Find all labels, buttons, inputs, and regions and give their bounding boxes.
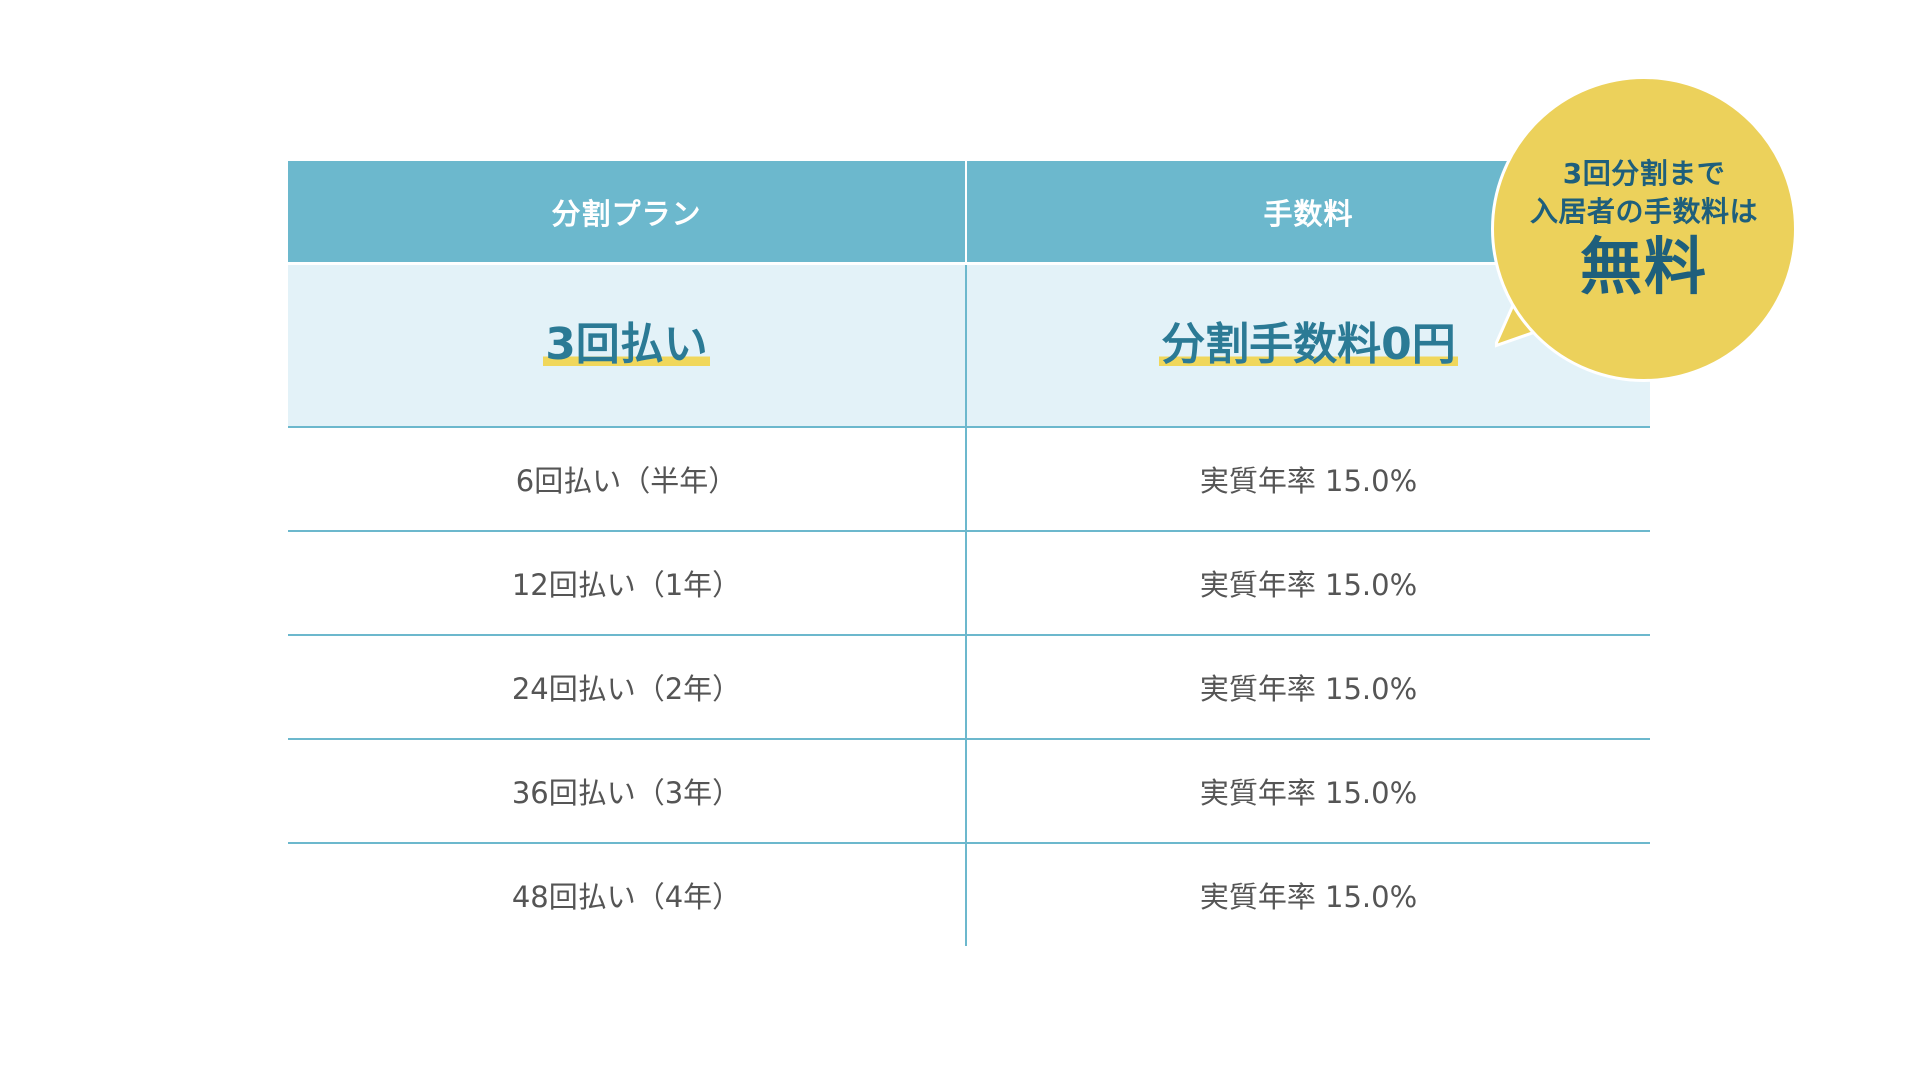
table-row: 6回払い（半年） 実質年率 15.0% bbox=[288, 428, 1650, 532]
table-row: 24回払い（2年） 実質年率 15.0% bbox=[288, 636, 1650, 740]
featured-plan-label: 3回払い bbox=[543, 319, 710, 371]
callout-line-1: 3回分割まで bbox=[1562, 157, 1726, 190]
free-fee-callout: 3回分割まで 入居者の手数料は 無料 bbox=[1491, 76, 1797, 382]
fee-cell: 実質年率 15.0% bbox=[1199, 464, 1418, 498]
plan-cell: 36回払い（3年） bbox=[288, 740, 967, 842]
fee-cell: 実質年率 15.0% bbox=[1199, 880, 1418, 914]
plan-cell: 48回払い（4年） bbox=[288, 844, 967, 946]
table-row: 12回払い（1年） 実質年率 15.0% bbox=[288, 532, 1650, 636]
featured-fee-label: 分割手数料0円 bbox=[1159, 319, 1458, 371]
callout-line-2: 入居者の手数料は bbox=[1529, 195, 1758, 228]
table-header-row: 分割プラン 手数料 bbox=[288, 161, 1650, 262]
featured-plan-row: 3回払い 分割手数料0円 bbox=[288, 262, 1650, 428]
featured-fee-cell: 分割手数料0円 bbox=[967, 265, 1650, 426]
fee-cell: 実質年率 15.0% bbox=[1199, 776, 1418, 810]
plan-cell: 24回払い（2年） bbox=[288, 636, 967, 738]
header-plan: 分割プラン bbox=[288, 161, 967, 262]
plan-cell: 12回払い（1年） bbox=[288, 532, 967, 634]
table-row: 36回払い（3年） 実質年率 15.0% bbox=[288, 740, 1650, 844]
plan-cell: 6回払い（半年） bbox=[288, 428, 967, 530]
featured-plan-cell: 3回払い bbox=[288, 265, 967, 426]
installment-plan-table: 分割プラン 手数料 3回払い 分割手数料0円 6回払い（半年） 実質年率 15.… bbox=[288, 161, 1650, 946]
table-row: 48回払い（4年） 実質年率 15.0% bbox=[288, 844, 1650, 946]
fee-cell: 実質年率 15.0% bbox=[1199, 568, 1418, 602]
callout-free-label: 無料 bbox=[1579, 230, 1708, 303]
fee-cell: 実質年率 15.0% bbox=[1199, 672, 1418, 706]
header-fee: 手数料 bbox=[1263, 196, 1354, 231]
